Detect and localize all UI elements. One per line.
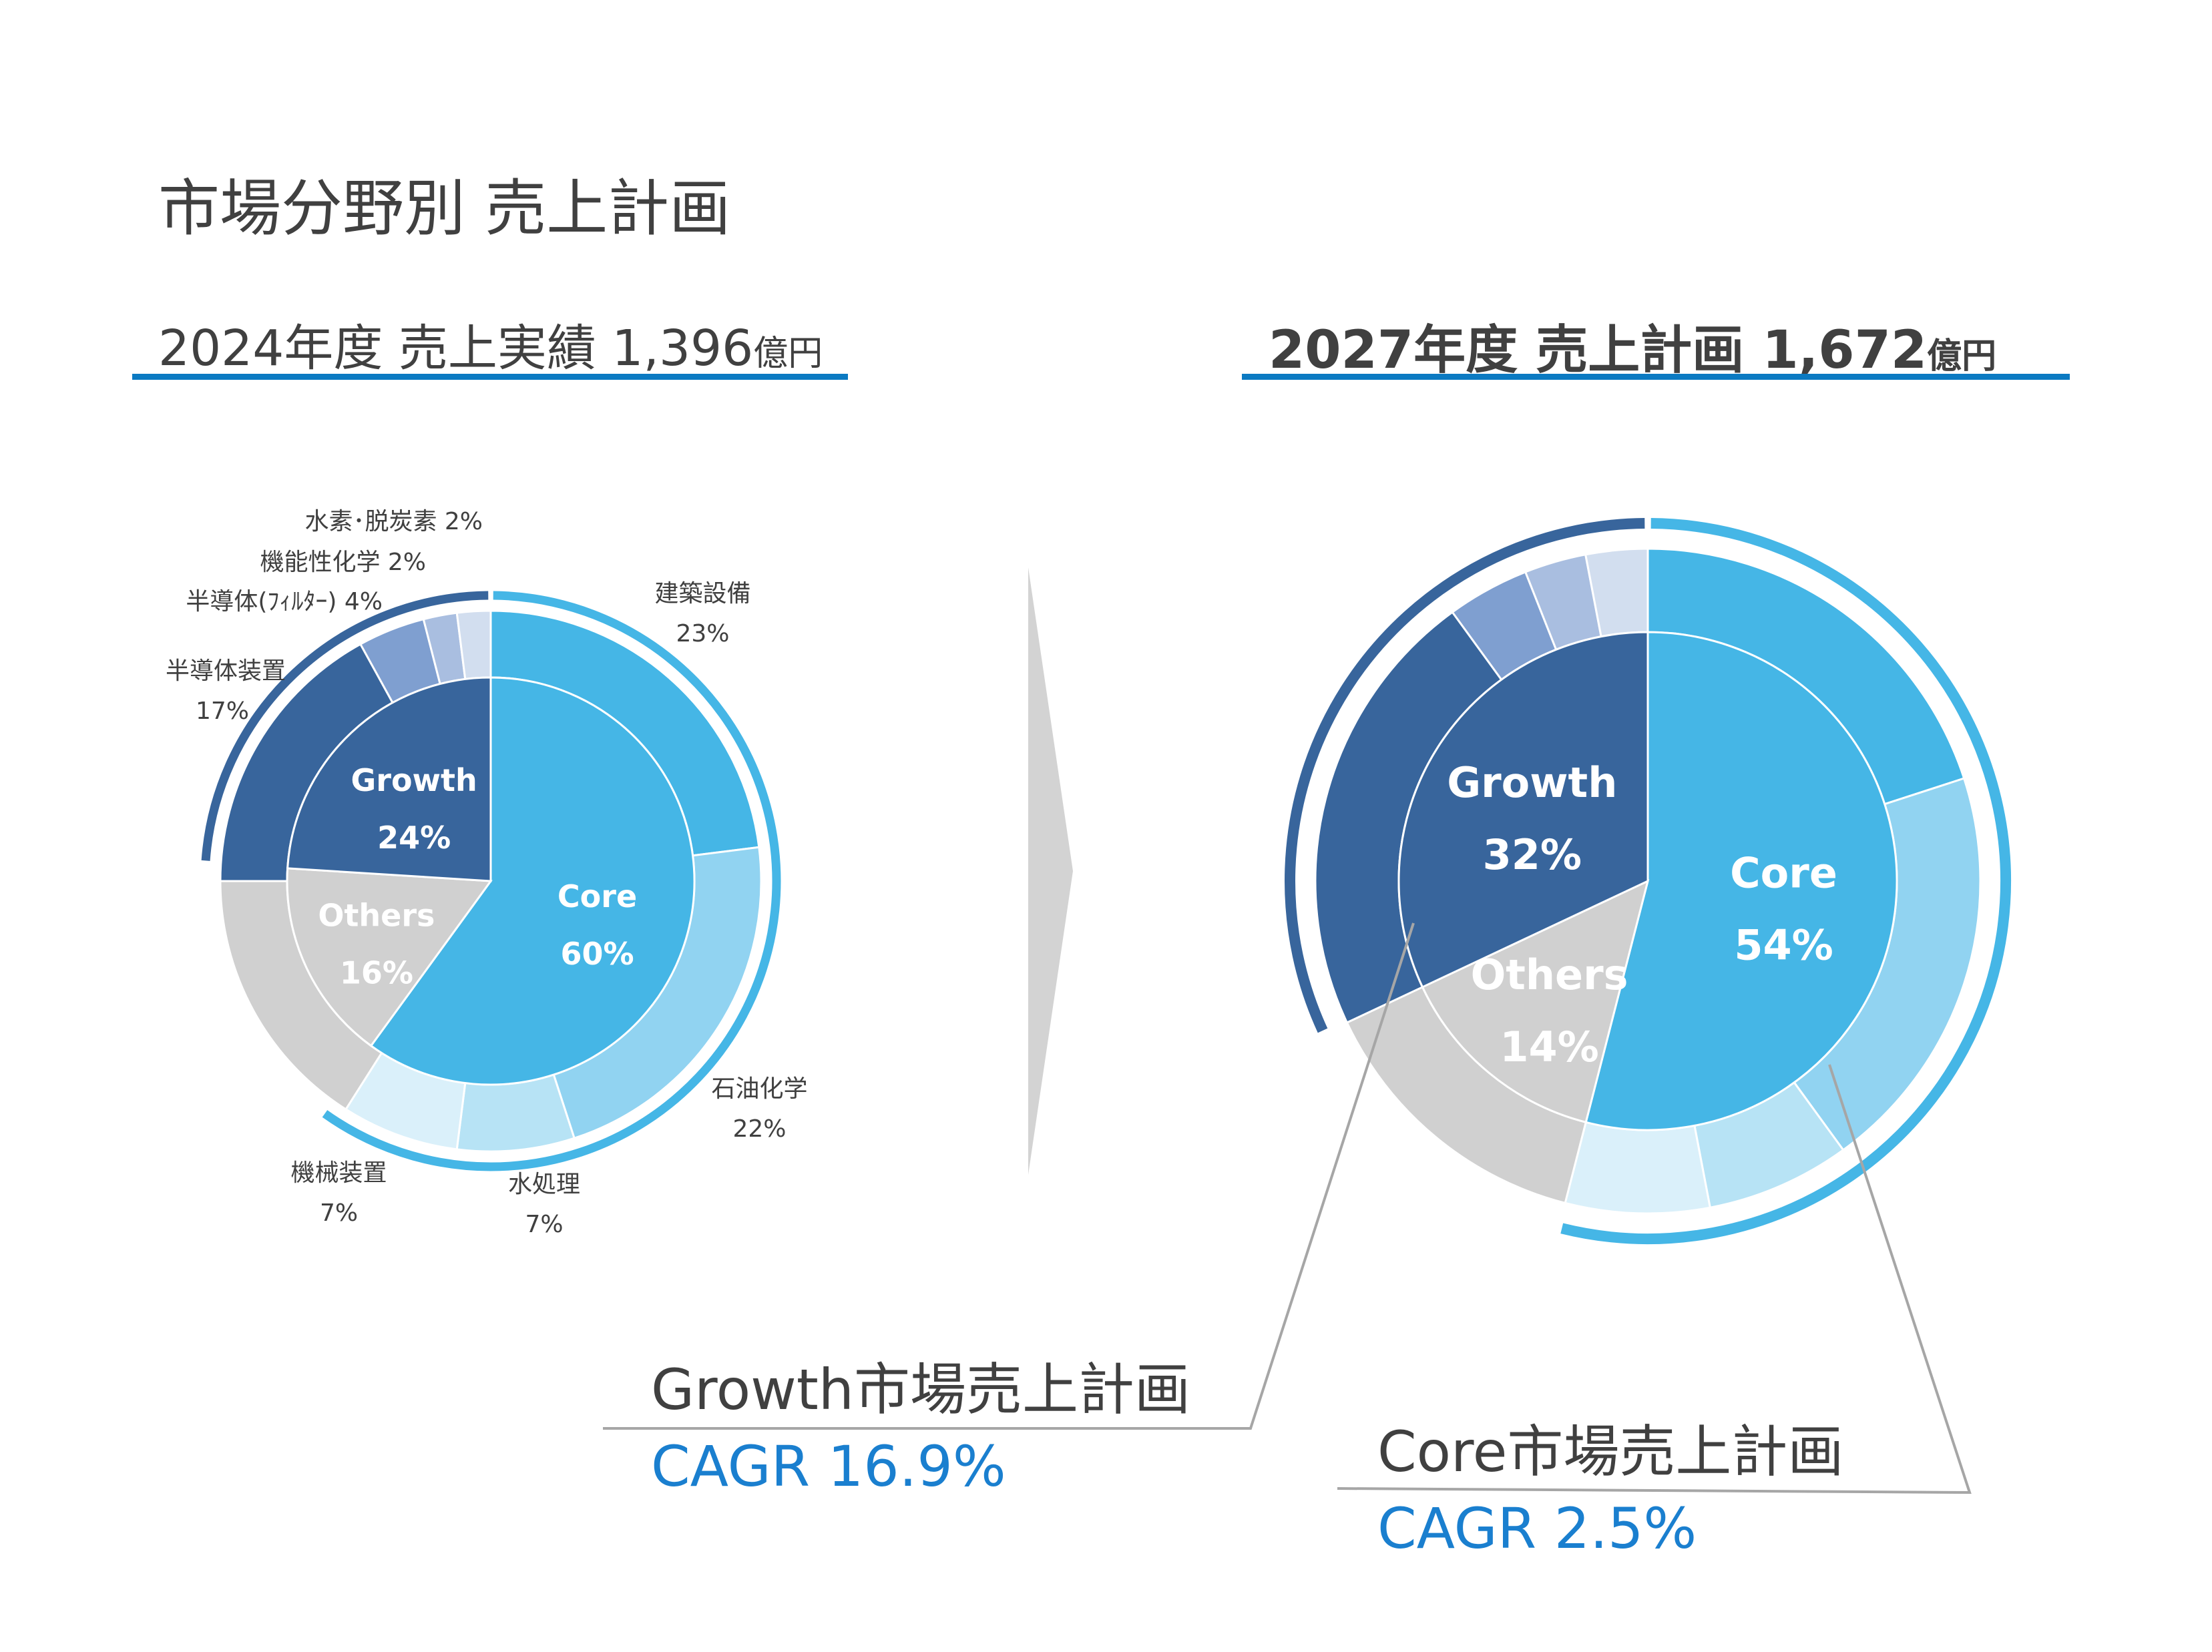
label-mizu-name: 水処理 — [507, 1171, 580, 1198]
growth-ring-2024 — [201, 591, 489, 861]
header-2027-unit: 億円 — [1927, 336, 1997, 376]
header-2024-label: 2024年度 売上実績 1,396 — [158, 320, 754, 377]
inner-label-2027-core-name: Core — [1730, 849, 1837, 898]
label-mizu-pct: 7% — [525, 1211, 564, 1238]
label-kikai: 機械装置 7% — [280, 1153, 397, 1233]
header-2024-underline — [132, 374, 848, 380]
core-cagr-heading: Core市場売上計画 — [1377, 1419, 1844, 1484]
header-2024: 2024年度 売上実績 1,396億円 — [158, 308, 823, 380]
inner-slice-2027-others — [1421, 879, 1650, 1124]
inner-label-2024-others-name: Others — [318, 898, 435, 934]
header-2027-label: 2027年度 売上計画 1,672 — [1269, 320, 1928, 380]
pie-chart-2027: Core 54% Others 14% Growth 32% — [1285, 518, 2011, 1244]
label-handotai-souchi: 半導体装置 17% — [166, 651, 286, 732]
inner-label-2024-others-value: 16% — [340, 955, 413, 991]
core-cagr-value: CAGR 2.5% — [1377, 1496, 1697, 1561]
inner-label-2024-growth-value: 24% — [377, 820, 451, 856]
inner-label-2027-others-value: 14% — [1500, 1023, 1598, 1071]
header-2024-unit: 億円 — [753, 334, 823, 374]
growth-cagr-callout: Growth市場売上計画 CAGR 16.9% — [651, 1345, 1190, 1499]
inner-slice-2027-growth — [1397, 631, 1649, 989]
label-kikai-name: 機械装置 — [290, 1159, 387, 1187]
inner-label-2024-growth-name: Growth — [351, 762, 477, 798]
core-ring-2024 — [322, 591, 781, 1171]
growth-callout-line — [603, 922, 1415, 1430]
arrow-shape — [1028, 567, 1073, 1175]
inner-label-2027-growth-name: Growth — [1447, 758, 1617, 807]
header-2027: 2027年度 売上計画 1,672億円 — [1269, 308, 1996, 383]
label-handotai-filter: 半導体(ﾌｨﾙﾀｰ) 4% — [186, 588, 383, 615]
outer-slice-2027-3 — [1564, 1121, 1712, 1215]
label-handotai-souchi-name: 半導体装置 — [165, 657, 286, 685]
label-kinousei: 機能性化学 2% — [260, 549, 426, 576]
label-kenchiku-name: 建築設備 — [654, 580, 751, 607]
inner-label-2027-core-value: 54% — [1734, 921, 1833, 970]
inner-slice-2024-growth — [286, 676, 492, 882]
header-2027-underline — [1242, 374, 2070, 380]
label-sekiyu-name: 石油化学 — [711, 1075, 808, 1103]
label-sekiyu: 石油化学 22% — [701, 1069, 818, 1149]
growth-ring-2027 — [1285, 518, 1645, 1033]
label-sekiyu-pct: 22% — [732, 1115, 787, 1143]
inner-label-2027-growth-value: 32% — [1483, 830, 1582, 879]
page-title: 市場分野別 売上計画 — [158, 173, 731, 244]
label-handotai-souchi-pct: 17% — [195, 698, 249, 725]
inner-slice-2024-core — [369, 676, 696, 1086]
pie-chart-2024: Core 60% Others 16% Growth 24% — [201, 591, 781, 1171]
inner-slice-2024-others — [286, 867, 493, 1047]
label-kenchiku-pct: 23% — [676, 620, 730, 647]
inner-label-2027-others-name: Others — [1471, 950, 1628, 999]
label-kenchiku: 建築設備 23% — [644, 574, 761, 654]
label-mizu: 水処理 7% — [487, 1165, 601, 1245]
growth-cagr-heading: Growth市場売上計画 — [651, 1357, 1191, 1422]
outer-slice-2024-2 — [455, 1073, 576, 1153]
label-kikai-pct: 7% — [319, 1199, 359, 1227]
growth-cagr-value: CAGR 16.9% — [651, 1434, 1006, 1499]
core-ring-2027 — [1560, 518, 2011, 1244]
inner-slice-2027-core — [1584, 631, 1898, 1131]
core-callout-line — [1337, 1064, 1972, 1494]
label-suiso: 水素･脱炭素 2% — [304, 508, 483, 535]
inner-label-2024-core-value: 60% — [560, 936, 634, 972]
inner-label-2024-core-name: Core — [558, 878, 637, 914]
core-cagr-callout: Core市場売上計画 CAGR 2.5% — [1377, 1407, 1843, 1561]
